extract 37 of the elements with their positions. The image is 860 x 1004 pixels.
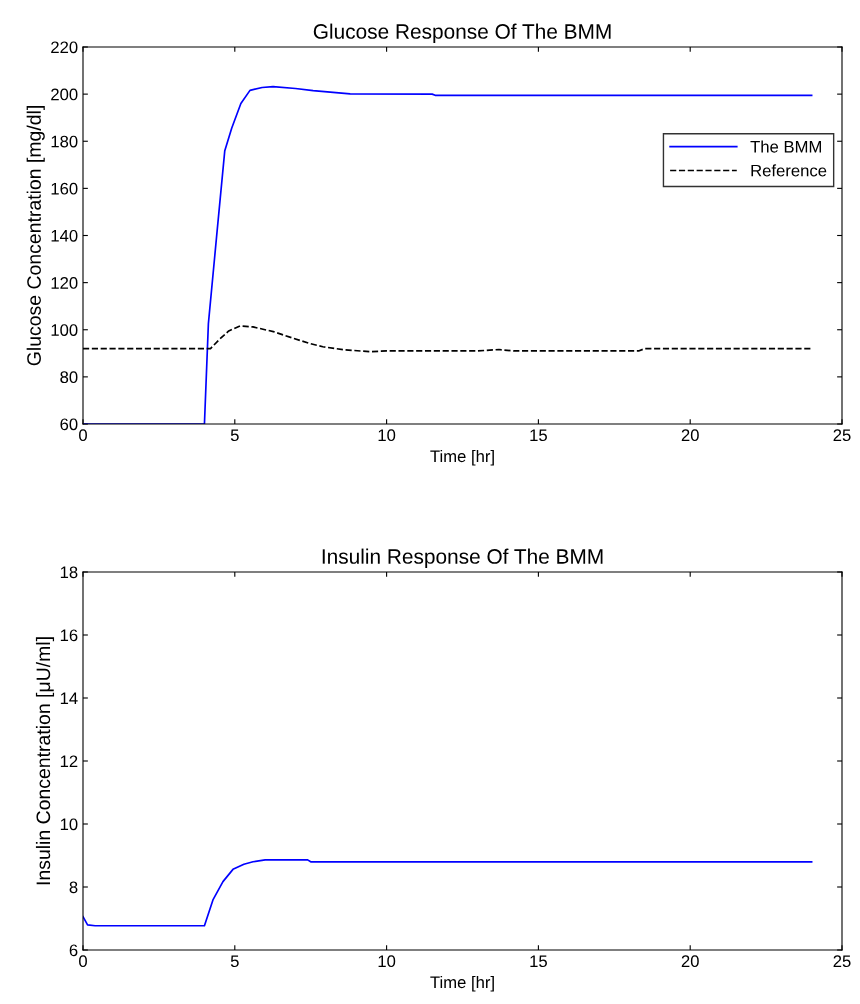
legend-label: Reference — [751, 164, 827, 177]
y-tick-label: 100 — [51, 324, 78, 336]
chart-title: Insulin Response Of The BMM — [322, 548, 603, 568]
x-tick-label: 5 — [230, 429, 239, 442]
y-axis-title: Glucose Concentration [mg/dl] — [26, 106, 45, 366]
y-tick-label: 160 — [51, 182, 78, 195]
y-axis-title: Insulin Concentration [μU/ml] — [35, 637, 55, 885]
y-tick-label: 80 — [60, 371, 78, 384]
x-tick-label: 10 — [378, 955, 396, 968]
y-tick-label: 60 — [60, 418, 78, 431]
y-tick-label: 120 — [51, 277, 78, 289]
y-tick-label: 16 — [60, 629, 78, 642]
y-tick-label: 140 — [51, 229, 78, 242]
x-tick-label: 0 — [79, 429, 87, 442]
y-tick-label: 18 — [60, 566, 78, 579]
y-tick-label: 10 — [60, 818, 78, 831]
x-axis-title: Time [hr] — [430, 449, 494, 466]
x-tick-label: 25 — [833, 955, 851, 968]
y-tick-label: 8 — [69, 881, 78, 894]
x-tick-label: 20 — [681, 955, 699, 968]
x-tick-label: 25 — [833, 429, 851, 442]
x-tick-label: 15 — [530, 955, 547, 968]
x-tick-label: 20 — [681, 429, 699, 442]
y-tick-label: 6 — [69, 944, 78, 957]
x-tick-label: 0 — [79, 955, 87, 968]
y-tick-label: 14 — [60, 692, 78, 705]
x-tick-label: 10 — [378, 429, 396, 442]
legend-label: The BMM — [750, 140, 821, 153]
y-tick-label: 12 — [60, 755, 78, 768]
x-tick-label: 15 — [530, 429, 547, 442]
y-tick-label: 180 — [51, 135, 78, 148]
chart-title: Glucose Response Of The BMM — [313, 23, 611, 43]
y-tick-label: 220 — [51, 41, 78, 54]
x-axis-title: Time [hr] — [430, 975, 494, 992]
x-tick-label: 5 — [230, 955, 239, 968]
line-series — [83, 859, 813, 927]
y-tick-label: 200 — [51, 88, 78, 101]
